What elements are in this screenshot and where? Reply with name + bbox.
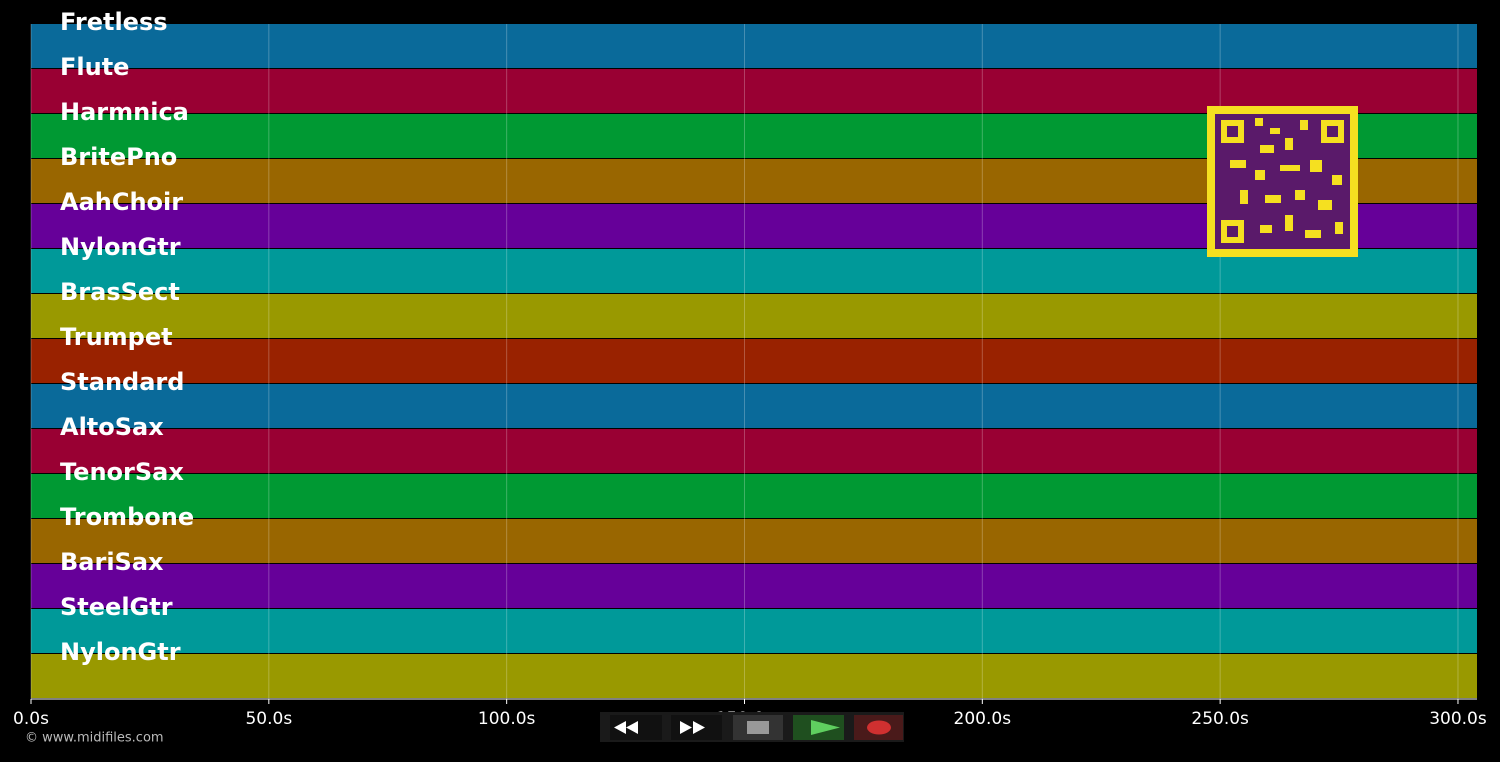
- track-band: [31, 294, 1477, 338]
- transport-controls: [600, 712, 904, 742]
- track-label: Standard: [60, 368, 184, 396]
- track-band: [31, 24, 1477, 68]
- stop-button[interactable]: [733, 715, 783, 740]
- track-label: Trombone: [60, 503, 194, 531]
- track-label: Fretless: [60, 8, 168, 36]
- track-label: Trumpet: [60, 323, 173, 351]
- qr-code: [1207, 106, 1358, 257]
- track-label: TenorSax: [60, 458, 184, 486]
- x-tick-label: 250.0s: [1191, 709, 1249, 729]
- grid: [30, 24, 1459, 699]
- x-tick-label: 100.0s: [478, 709, 536, 729]
- track-band: [31, 609, 1477, 653]
- track-band: [31, 564, 1477, 608]
- rewind-button[interactable]: [610, 715, 662, 740]
- copyright: © www.midifiles.com: [25, 731, 164, 746]
- track-label: AltoSax: [60, 413, 164, 441]
- x-tick-label: 300.0s: [1429, 709, 1487, 729]
- track-label: BritePno: [60, 143, 177, 171]
- play-button[interactable]: [793, 715, 844, 740]
- track-band: [31, 519, 1477, 563]
- fast-forward-button[interactable]: [671, 715, 722, 740]
- track-labels: Fretless Flute Harmnica BritePno AahChoir Nyl…: [60, 8, 194, 666]
- track-label: AahChoir: [60, 188, 183, 216]
- track-label: SteelGtr: [60, 593, 173, 621]
- track-band: [31, 69, 1477, 113]
- track-label: NylonGtr: [60, 638, 181, 666]
- x-tick-label: 0.0s: [13, 709, 49, 729]
- track-label: NylonGtr: [60, 233, 181, 261]
- x-tick-label: 50.0s: [245, 709, 292, 729]
- x-tick-label: 200.0s: [954, 709, 1012, 729]
- track-band: [31, 429, 1477, 473]
- track-label: BrasSect: [60, 278, 180, 306]
- track-label: Flute: [60, 53, 129, 81]
- track-band: [31, 654, 1477, 698]
- track-band: [31, 339, 1477, 383]
- track-label: BariSax: [60, 548, 164, 576]
- track-label: Harmnica: [60, 98, 189, 126]
- record-button[interactable]: [854, 715, 903, 740]
- track-band: [31, 474, 1477, 518]
- track-band: [31, 384, 1477, 428]
